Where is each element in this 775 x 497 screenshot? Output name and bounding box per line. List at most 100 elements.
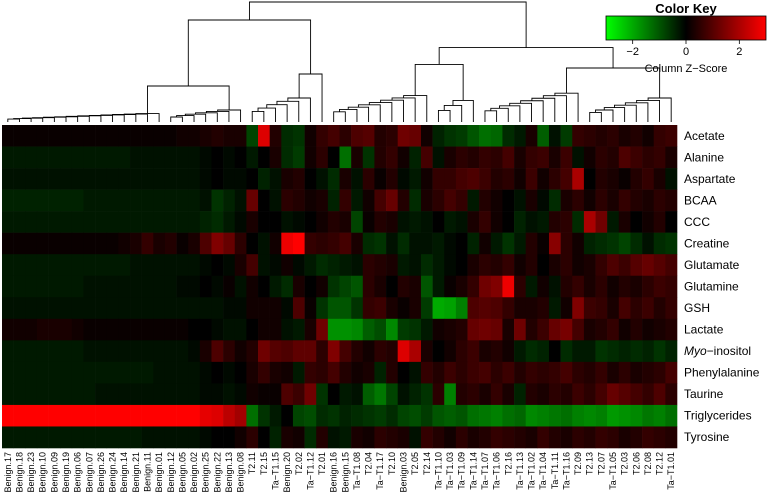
heatmap-cell [83,125,96,147]
heatmap-cell [223,146,236,169]
heatmap-cell [374,318,387,341]
heatmap-cell [188,168,201,190]
heatmap-cell [176,404,189,427]
heatmap-cell [269,189,282,212]
column-label: Benign.24 [108,452,118,493]
heatmap-cell [176,361,189,384]
heatmap-cell [2,254,14,277]
heatmap-cell [164,275,177,298]
heatmap-cell [607,404,620,427]
heatmap-cell [525,275,538,298]
heatmap-cell [607,297,620,320]
heatmap-cell [386,254,398,277]
heatmap-cell [409,404,422,427]
heatmap-cell [60,361,73,384]
heatmap-cell [71,275,84,298]
heatmap-cell [583,361,596,384]
heatmap-cell [467,404,480,427]
heatmap-cell [234,168,247,190]
heatmap-cell [2,361,14,384]
heatmap-cell [176,146,189,169]
heatmap-cell [223,189,236,212]
heatmap-cell [153,275,166,298]
heatmap-cell [351,189,364,212]
heatmap-cell [118,146,131,169]
column-label: Ta−T1.03 [445,452,455,490]
column-label: T2.16 [503,452,513,475]
heatmap-cell [316,404,329,427]
heatmap-cell [95,318,108,341]
heatmap-cell [490,404,503,427]
heatmap-cell [362,168,375,190]
heatmap-cell [258,168,270,190]
heatmap-cell [595,318,608,341]
heatmap-cell [339,168,352,190]
heatmap-cell [374,211,387,233]
heatmap-cell [164,189,177,212]
heatmap-cell [211,189,224,212]
column-label: T2.11 [247,452,257,474]
heatmap-cell [572,340,585,363]
heatmap-cell [455,125,468,147]
heatmap-cell [548,232,561,255]
heatmap-cell [304,189,317,212]
heatmap-cell [246,168,259,190]
heatmap-cell [223,254,236,277]
heatmap-cell [432,189,445,212]
heatmap-cell [444,426,457,449]
heatmap-cell [304,318,317,341]
heatmap-cell [327,254,340,277]
heatmap-cell [502,318,515,341]
heatmap-cell [548,340,561,363]
heatmap-cell [258,383,270,406]
heatmap-cell [653,232,666,255]
heatmap-cell [653,125,666,147]
heatmap-cell [537,275,550,298]
heatmap-cell [560,232,573,255]
heatmap-cell [502,275,515,298]
heatmap-cell [502,297,515,320]
heatmap-cell [95,189,108,212]
heatmap-cell [630,361,643,384]
heatmap-cell [444,297,457,320]
heatmap-cell [176,383,189,406]
heatmap-cell [153,361,166,384]
color-key-bar [605,15,767,41]
heatmap-cell [420,426,433,449]
heatmap-cell [234,404,247,427]
heatmap-cell [630,297,643,320]
heatmap-cell [106,275,119,298]
heatmap-cell [130,297,142,320]
heatmap-cell [106,297,119,320]
heatmap-cell [420,404,433,427]
heatmap-cell [95,168,108,190]
heatmap-cell [281,168,294,190]
heatmap-cell [2,211,14,233]
heatmap-cell [106,318,119,341]
heatmap-cell [490,340,503,363]
heatmap-cell [444,383,457,406]
heatmap-cell [25,318,38,341]
heatmap-cell [490,361,503,384]
heatmap-cell [432,125,445,147]
heatmap-cell [281,254,294,277]
heatmap-cell [13,168,26,190]
heatmap-cell [316,426,329,449]
heatmap-cell [211,340,224,363]
heatmap-cell [548,297,561,320]
heatmap-cell [362,125,375,147]
heatmap-cell [420,318,433,341]
heatmap-cell [432,340,445,363]
heatmap-cell [118,404,131,427]
dendrogram-branch [595,109,614,122]
heatmap-cell [607,146,620,169]
heatmap-cell [269,232,282,255]
heatmap-cell [60,426,73,449]
heatmap-cell [409,125,422,147]
heatmap-cell [13,211,26,233]
column-label: Benign.02 [189,452,199,493]
heatmap-cell [339,297,352,320]
column-label: Ta−T1.01 [666,452,676,490]
column-label: Benign.05 [177,452,187,493]
heatmap-cell [362,340,375,363]
